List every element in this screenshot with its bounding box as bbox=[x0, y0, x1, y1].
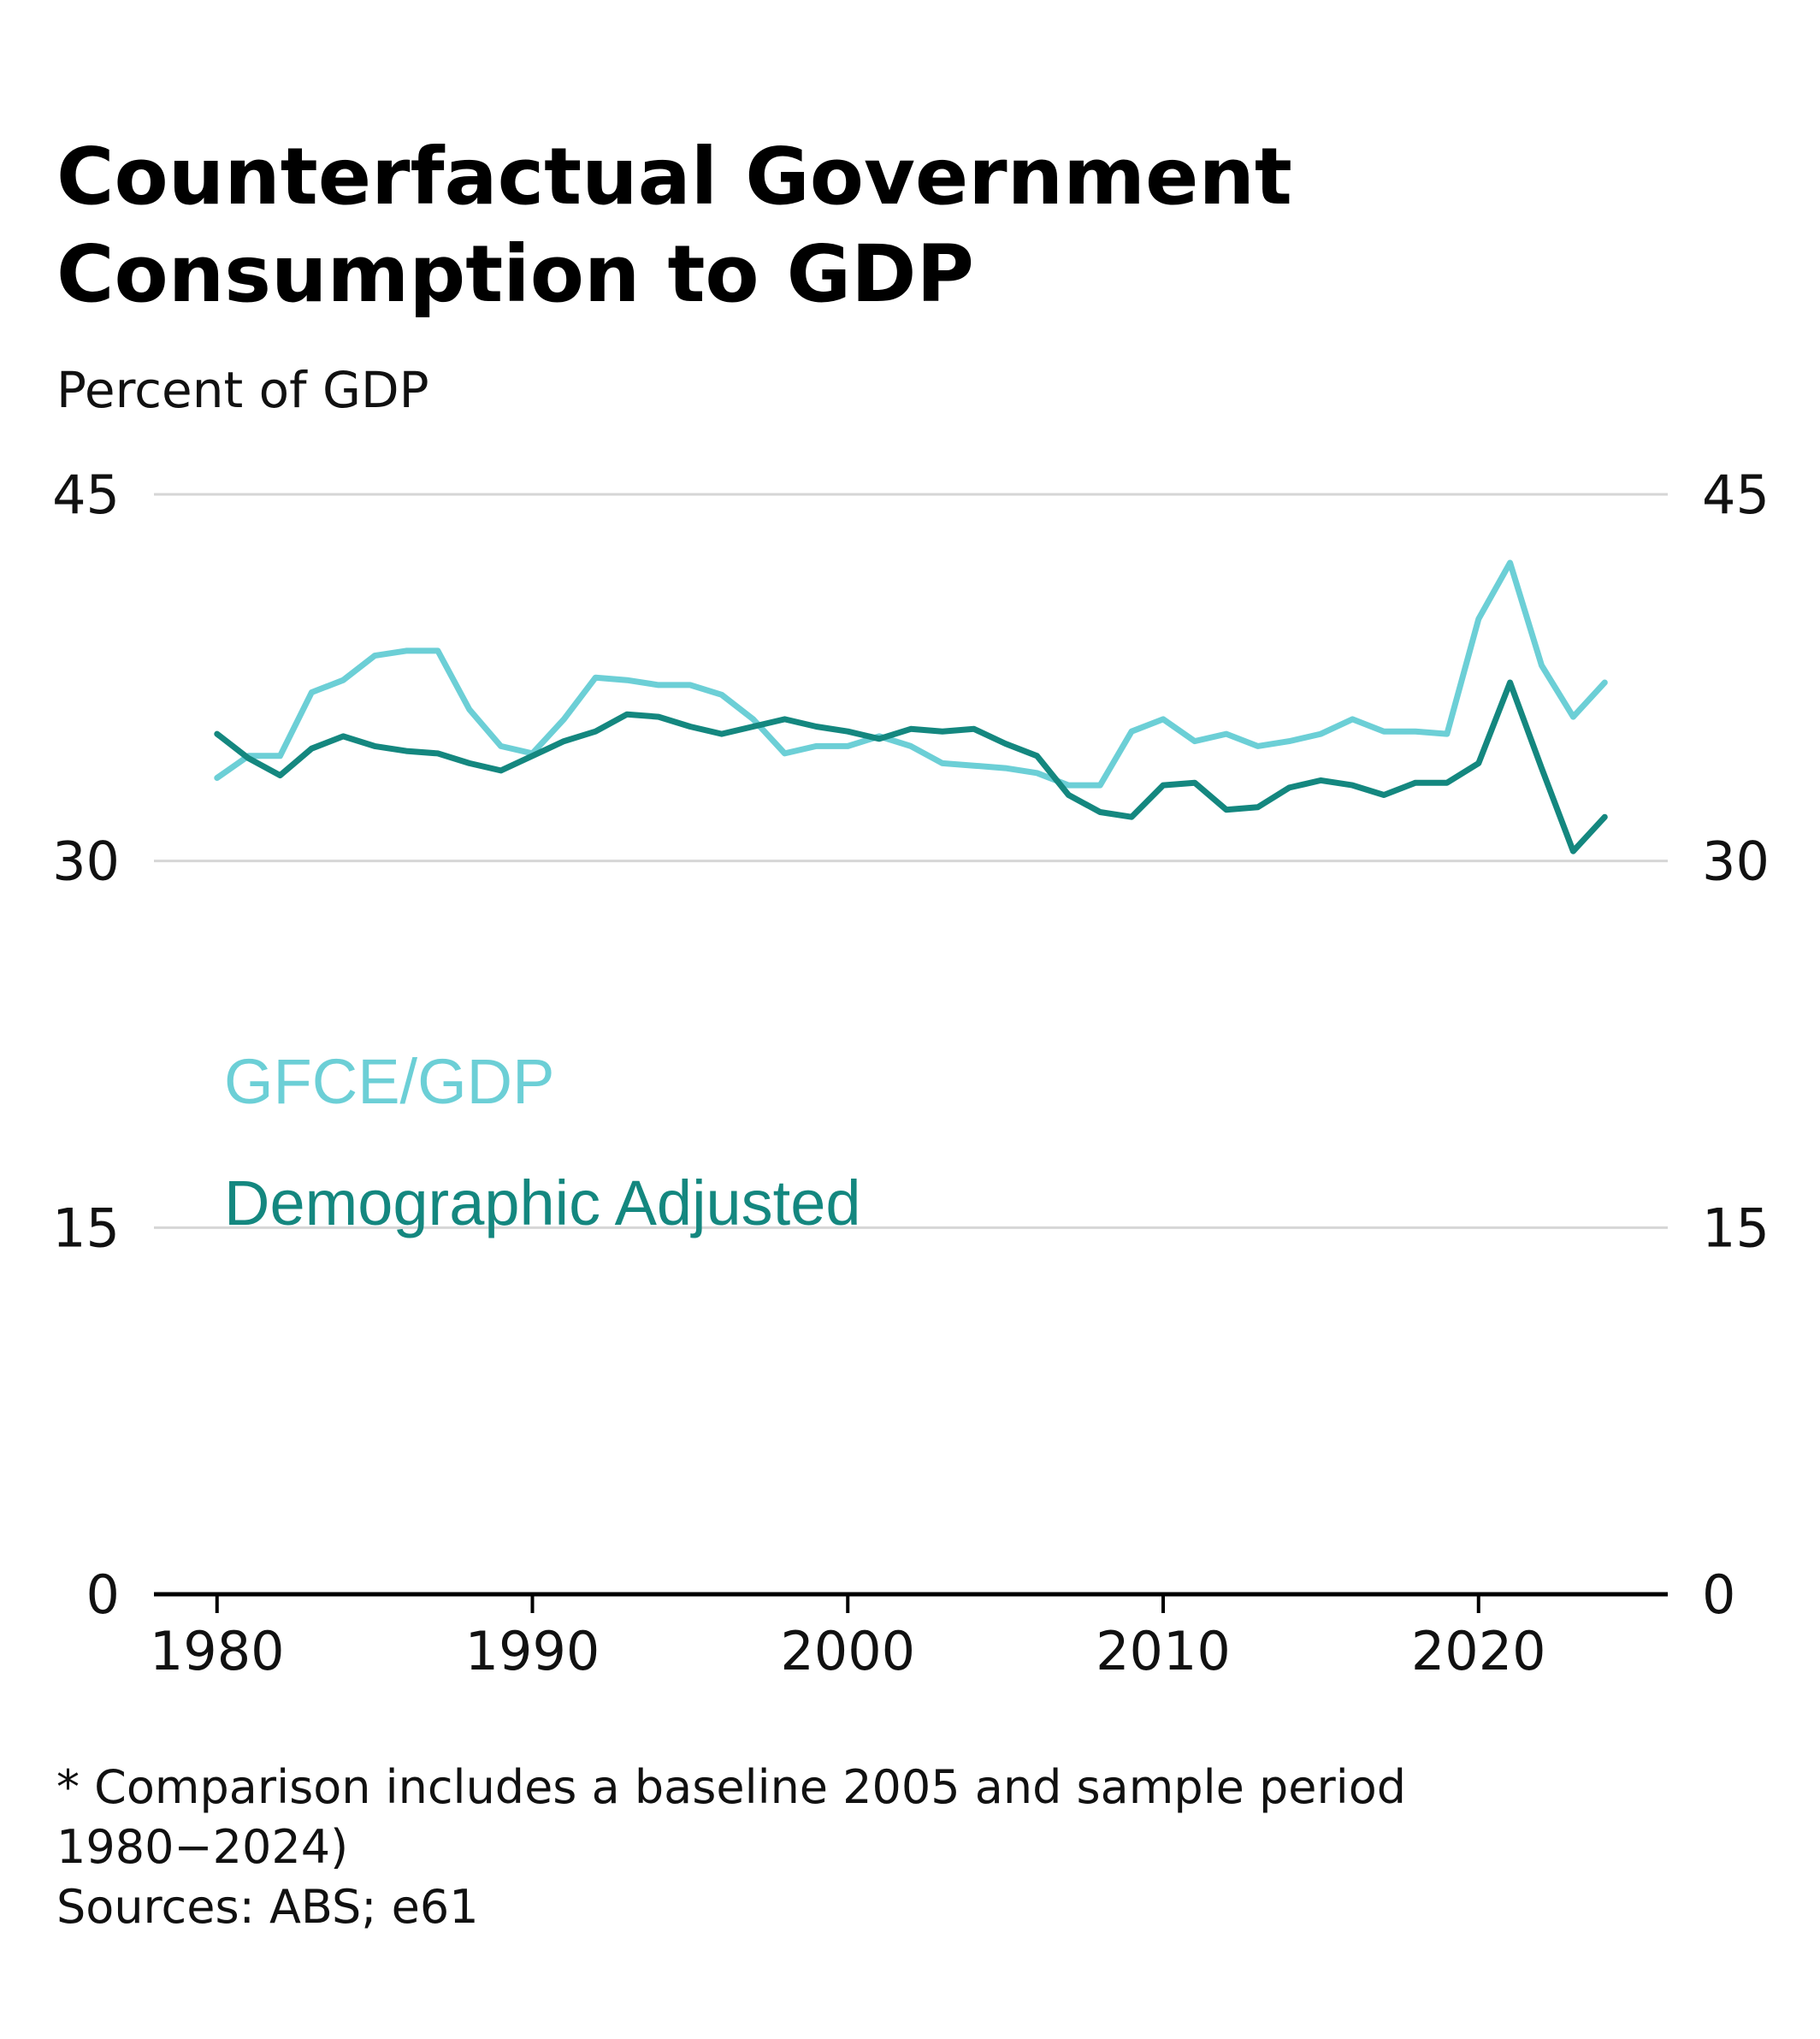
y-tick-label-left-45: 45 bbox=[52, 464, 120, 526]
x-axis: 1980 1990 2000 2010 2020 bbox=[150, 1592, 1668, 1682]
series-line-demographic-adjusted bbox=[214, 679, 1608, 854]
y-tick-label-right-45: 45 bbox=[1702, 464, 1770, 526]
y-tick-label-right-15: 15 bbox=[1702, 1197, 1770, 1259]
footnote-line-3: Sources: ABS; e61 bbox=[56, 1880, 479, 1934]
grid-lines bbox=[154, 493, 1668, 1229]
footnote-line-1: * Comparison includes a baseline 2005 an… bbox=[56, 1760, 1406, 1814]
series-line-gfce-gdp bbox=[214, 559, 1608, 789]
y-tick-label-left-15: 15 bbox=[52, 1197, 120, 1259]
x-tick-label-1980: 1980 bbox=[150, 1620, 285, 1682]
y-axis-right-ticks: 0 15 30 45 bbox=[1702, 464, 1770, 1626]
x-tick-label-2010: 2010 bbox=[1096, 1620, 1231, 1682]
chart-subtitle: Percent of GDP bbox=[56, 361, 429, 419]
legend-label-demographic-adjusted: Demographic Adjusted bbox=[224, 1167, 861, 1238]
chart-title-line-2: Consumption to GDP bbox=[56, 228, 974, 320]
y-tick-label-left-0: 0 bbox=[86, 1563, 120, 1626]
footnote-line-2: 1980−2024) bbox=[56, 1820, 348, 1874]
chart-title-line-1: Counterfactual Government bbox=[56, 131, 1292, 222]
legend-label-gfce-gdp: GFCE/GDP bbox=[224, 1046, 554, 1117]
y-tick-label-left-30: 30 bbox=[52, 830, 120, 893]
y-axis-left-ticks: 0 15 30 45 bbox=[52, 464, 120, 1626]
y-tick-label-right-0: 0 bbox=[1702, 1563, 1735, 1626]
series-lines bbox=[214, 559, 1608, 854]
x-tick-label-1990: 1990 bbox=[465, 1620, 600, 1682]
x-tick-label-2000: 2000 bbox=[780, 1620, 915, 1682]
x-tick-label-2020: 2020 bbox=[1411, 1620, 1546, 1682]
y-tick-label-right-30: 30 bbox=[1702, 830, 1770, 893]
